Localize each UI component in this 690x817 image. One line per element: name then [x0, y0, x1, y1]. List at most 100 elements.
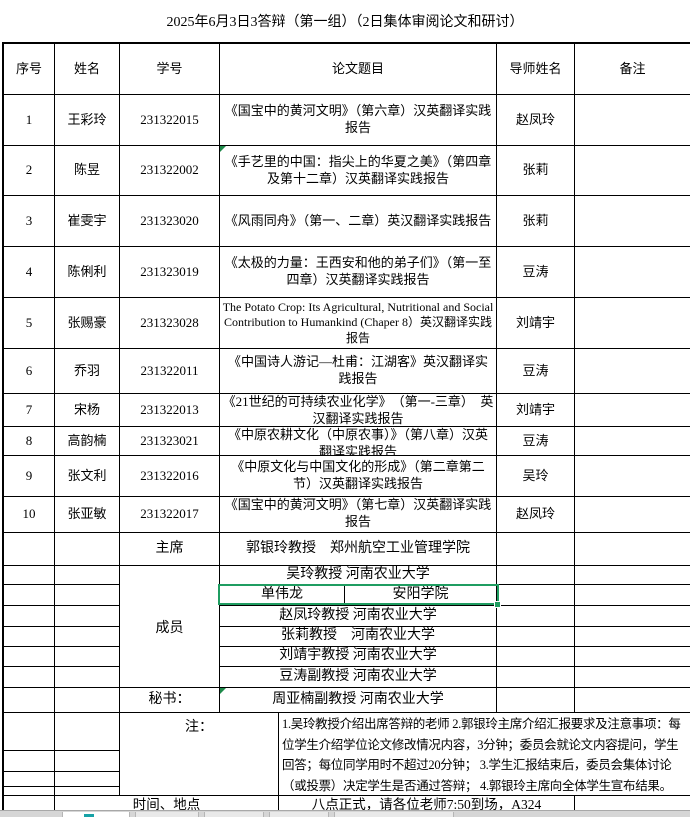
- cell-empty[interactable]: [55, 787, 120, 795]
- cell-empty[interactable]: [4, 647, 55, 667]
- chair-name-cell[interactable]: 郭银玲教授 郑州航空工业管理学院: [220, 533, 497, 565]
- cell-empty[interactable]: [4, 713, 55, 751]
- cell-student-id[interactable]: 231322016: [120, 456, 220, 496]
- cell-empty[interactable]: [497, 688, 575, 712]
- cell-name[interactable]: 张亚敏: [55, 497, 120, 532]
- cell-empty[interactable]: [55, 647, 120, 667]
- cell-empty[interactable]: [575, 647, 690, 666]
- cell-empty[interactable]: [497, 585, 575, 605]
- cell-name[interactable]: 张文利: [55, 456, 120, 496]
- sheet-tab[interactable]: [62, 812, 130, 817]
- cell-remark[interactable]: [575, 394, 690, 426]
- cell-empty[interactable]: [575, 585, 690, 605]
- cell-empty[interactable]: [4, 606, 55, 627]
- cell-empty[interactable]: [55, 627, 120, 647]
- fill-handle[interactable]: [494, 601, 501, 608]
- cell-empty[interactable]: [575, 627, 690, 646]
- time-place-label-cell[interactable]: 时间、地点: [55, 796, 279, 812]
- cell-empty[interactable]: [55, 585, 120, 606]
- cell-thesis-title[interactable]: 《手艺里的中国：指尖上的华夏之美》（第四章及第十二章）汉英翻译实践报告: [220, 146, 497, 195]
- member-cell[interactable]: 赵凤玲教授 河南农业大学: [220, 606, 497, 626]
- cell-student-id[interactable]: 231323019: [120, 247, 220, 297]
- cell-seq[interactable]: 5: [4, 298, 55, 348]
- cell-name[interactable]: 高韵楠: [55, 427, 120, 455]
- note-label-cell[interactable]: 注：: [120, 713, 279, 795]
- cell-thesis-title[interactable]: 《中原文化与中国文化的形成》（第二章第二节）汉英翻译实践报告: [220, 456, 497, 496]
- cell-empty[interactable]: [497, 533, 575, 565]
- cell-advisor[interactable]: 张莉: [497, 196, 575, 246]
- chair-label-cell[interactable]: 主席: [120, 533, 220, 565]
- cell-empty[interactable]: [4, 566, 55, 585]
- cell-seq[interactable]: 9: [4, 456, 55, 496]
- cell-empty[interactable]: [55, 688, 120, 712]
- cell-advisor[interactable]: 豆涛: [497, 427, 575, 455]
- cell-empty[interactable]: [497, 606, 575, 626]
- cell-seq[interactable]: 4: [4, 247, 55, 297]
- cell-advisor[interactable]: 刘靖宇: [497, 298, 575, 348]
- cell-remark[interactable]: [575, 456, 690, 496]
- cell-seq[interactable]: 7: [4, 394, 55, 426]
- header-seq[interactable]: 序号: [4, 44, 55, 94]
- cell-empty[interactable]: [4, 787, 55, 795]
- cell-student-id[interactable]: 231322011: [120, 349, 220, 393]
- cell-empty[interactable]: [575, 688, 690, 712]
- cell-remark[interactable]: [575, 146, 690, 195]
- cell-remark[interactable]: [575, 497, 690, 532]
- cell-empty[interactable]: [575, 533, 690, 565]
- cell-advisor[interactable]: 赵凤玲: [497, 95, 575, 145]
- cell-empty[interactable]: [55, 772, 120, 788]
- cell-name[interactable]: 陈俐利: [55, 247, 120, 297]
- cell-empty[interactable]: [497, 647, 575, 666]
- cell-thesis-title[interactable]: 《中原农耕文化（中原农事）》（第八章）汉英翻译实践报告: [220, 427, 497, 455]
- cell-name[interactable]: 宋杨: [55, 394, 120, 426]
- cell-empty[interactable]: [497, 566, 575, 584]
- cell-student-id[interactable]: 231322013: [120, 394, 220, 426]
- sheet-tab[interactable]: [204, 812, 264, 817]
- cell-empty[interactable]: [55, 750, 120, 773]
- cell-thesis-title[interactable]: 《21世纪的可持续农业化学》 （第一-三章） 英汉翻译实践报告: [220, 394, 497, 426]
- selected-member-name-cell[interactable]: 单伟龙: [220, 585, 345, 605]
- header-student-id[interactable]: 学号: [120, 44, 220, 94]
- header-advisor[interactable]: 导师姓名: [497, 44, 575, 94]
- cell-advisor[interactable]: 豆涛: [497, 247, 575, 297]
- time-place-value-cell[interactable]: 八点正式，请各位老师7:50到场，A324: [279, 796, 575, 812]
- cell-remark[interactable]: [575, 95, 690, 145]
- cell-thesis-title[interactable]: 《国宝中的黄河文明》（第六章）汉英翻译实践报告: [220, 95, 497, 145]
- header-thesis-title[interactable]: 论文题目: [220, 44, 497, 94]
- sheet-tab[interactable]: [269, 812, 329, 817]
- cell-empty[interactable]: [4, 533, 55, 565]
- cell-advisor[interactable]: 豆涛: [497, 349, 575, 393]
- cell-seq[interactable]: 10: [4, 497, 55, 532]
- secretary-name-cell[interactable]: 周亚楠副教授 河南农业大学: [220, 688, 497, 712]
- member-cell[interactable]: 豆涛副教授 河南农业大学: [220, 667, 497, 687]
- cell-name[interactable]: 陈昱: [55, 146, 120, 195]
- cell-empty[interactable]: [4, 772, 55, 788]
- cell-empty[interactable]: [497, 667, 575, 687]
- cell-student-id[interactable]: 231323020: [120, 196, 220, 246]
- cell-remark[interactable]: [575, 349, 690, 393]
- cell-empty[interactable]: [55, 713, 120, 751]
- cell-student-id[interactable]: 231323021: [120, 427, 220, 455]
- cell-remark[interactable]: [575, 196, 690, 246]
- cell-remark[interactable]: [575, 298, 690, 348]
- cell-advisor[interactable]: 吴玲: [497, 456, 575, 496]
- cell-empty[interactable]: [55, 667, 120, 688]
- members-label-cell[interactable]: 成员: [120, 566, 220, 688]
- cell-empty[interactable]: [4, 796, 55, 812]
- cell-seq[interactable]: 8: [4, 427, 55, 455]
- cell-student-id[interactable]: 231322015: [120, 95, 220, 145]
- cell-name[interactable]: 张赐豪: [55, 298, 120, 348]
- cell-seq[interactable]: 3: [4, 196, 55, 246]
- note-text-cell[interactable]: 1.吴玲教授介绍出席答辩的老师 2.郭银玲主席介绍汇报要求及注意事项：每位学生介…: [282, 717, 681, 793]
- cell-empty[interactable]: [4, 688, 55, 712]
- cell-student-id[interactable]: 231322017: [120, 497, 220, 532]
- cell-empty[interactable]: [575, 606, 690, 626]
- header-name[interactable]: 姓名: [55, 44, 120, 94]
- cell-remark[interactable]: [575, 427, 690, 455]
- member-cell[interactable]: 刘靖宇教授 河南农业大学: [220, 647, 497, 666]
- selected-range[interactable]: 单伟龙 安阳学院: [218, 584, 501, 608]
- cell-empty[interactable]: [4, 627, 55, 647]
- cell-empty[interactable]: [55, 606, 120, 627]
- sheet-tab[interactable]: [334, 812, 454, 817]
- cell-name[interactable]: 崔雯宇: [55, 196, 120, 246]
